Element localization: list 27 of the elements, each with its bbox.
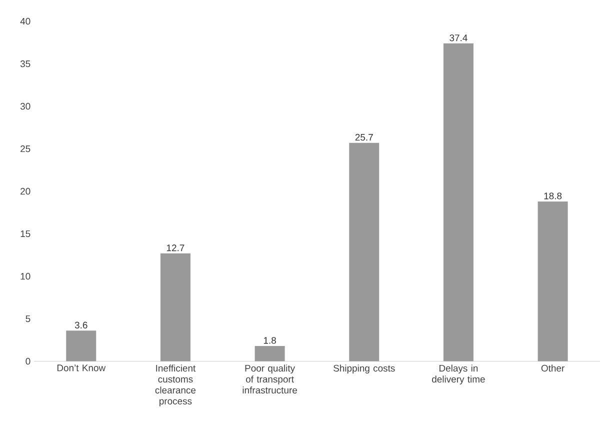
data-label: 25.7 (355, 134, 373, 141)
y-tick-label: 20 (20, 188, 30, 195)
x-tick-label: Delays in delivery time (432, 364, 485, 384)
x-tick-label: Inefficient customs clearance process (155, 364, 196, 406)
y-tick-label: 10 (20, 272, 30, 280)
bar (443, 43, 474, 362)
y-tick-label: 0 (26, 358, 30, 365)
y-tick-label: 15 (20, 230, 30, 238)
bar (349, 142, 380, 362)
x-tick-label: Shipping costs (334, 364, 395, 374)
bar (160, 253, 190, 362)
data-label: 1.8 (264, 337, 276, 344)
y-tick-label: 5 (26, 315, 30, 322)
x-tick-label: Don’t Know (57, 364, 106, 372)
y-tick-label: 35 (20, 60, 30, 68)
bar (538, 201, 568, 362)
bar (66, 330, 96, 362)
y-tick-label: 25 (20, 145, 30, 152)
data-label: 12.7 (166, 244, 184, 252)
data-label: 37.4 (450, 34, 468, 42)
y-tick-label: 40 (20, 18, 30, 25)
y-tick-label: 30 (20, 102, 30, 110)
data-label: 3.6 (74, 322, 88, 328)
data-label: 18.8 (544, 192, 562, 200)
x-tick-label: Poor quality of transport infrastructure (242, 364, 297, 394)
bar (254, 346, 285, 362)
x-tick-label: Other (541, 364, 564, 372)
